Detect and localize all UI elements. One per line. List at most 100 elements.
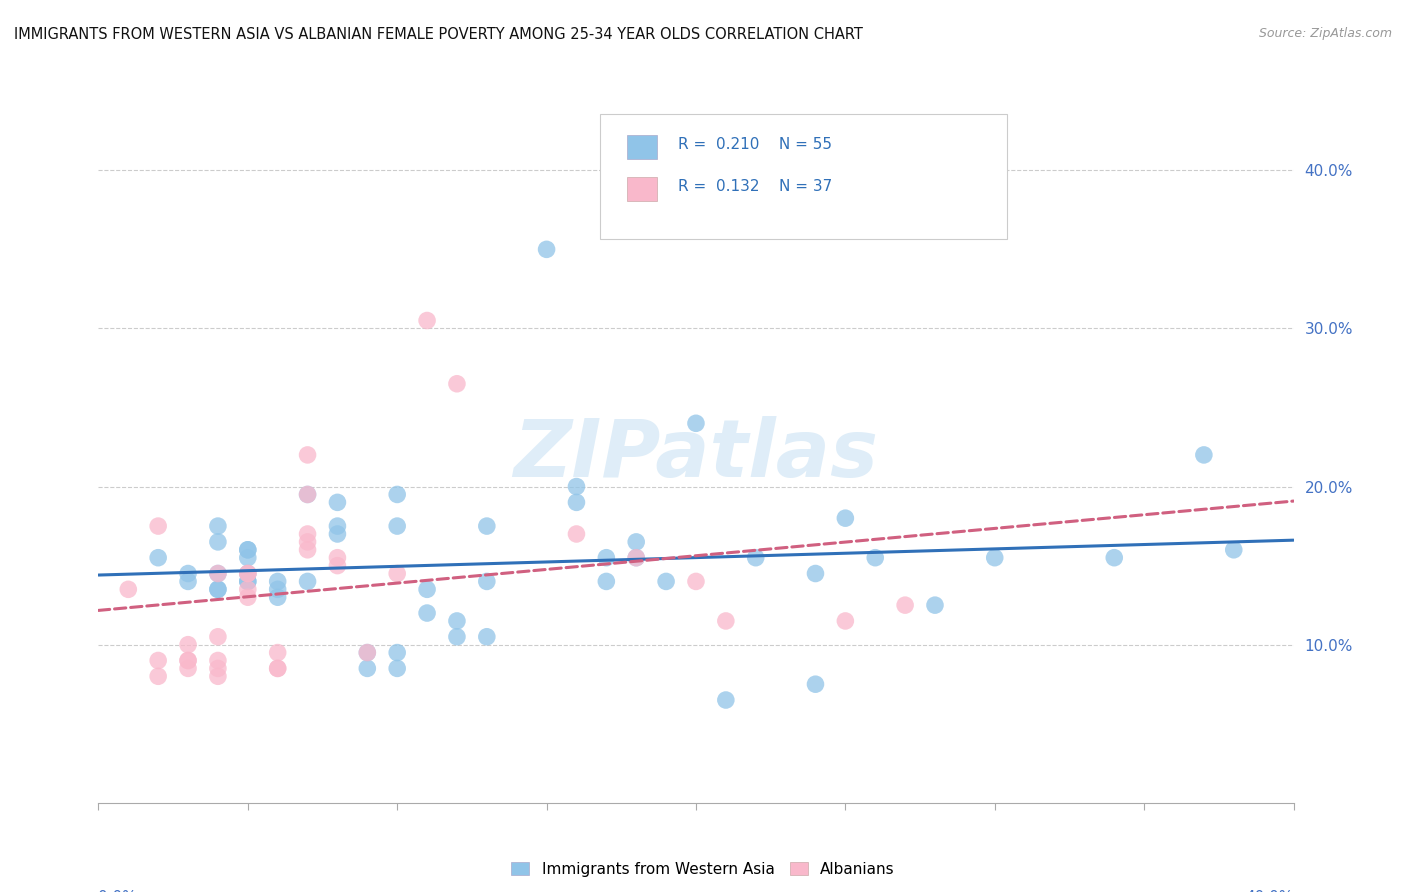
Text: R =  0.210    N = 55: R = 0.210 N = 55: [678, 137, 832, 153]
Point: [236, 591, 259, 605]
Point: [714, 614, 737, 628]
Point: [236, 582, 259, 597]
Point: [446, 376, 468, 391]
Point: [804, 677, 827, 691]
Point: [685, 574, 707, 589]
Point: [297, 487, 319, 501]
Point: [356, 661, 378, 675]
Point: [626, 534, 648, 549]
Point: [207, 669, 229, 683]
Point: [267, 661, 290, 675]
Point: [1223, 542, 1246, 557]
Point: [267, 582, 290, 597]
Point: [236, 574, 259, 589]
Point: [685, 417, 707, 431]
Text: ZIPatlas: ZIPatlas: [513, 416, 879, 494]
Point: [475, 519, 498, 533]
Point: [177, 574, 200, 589]
Point: [326, 495, 349, 509]
Point: [148, 550, 170, 565]
Point: [297, 574, 319, 589]
Point: [326, 527, 349, 541]
Point: [475, 630, 498, 644]
Point: [924, 598, 946, 612]
Point: [385, 566, 409, 581]
Point: [267, 574, 290, 589]
Point: [565, 527, 588, 541]
Point: [267, 646, 290, 660]
Point: [1192, 448, 1215, 462]
FancyBboxPatch shape: [627, 177, 657, 201]
Point: [236, 566, 259, 581]
Point: [626, 550, 648, 565]
Point: [356, 646, 378, 660]
Point: [236, 542, 259, 557]
Point: [207, 566, 229, 581]
Text: 0.0%: 0.0%: [98, 890, 138, 892]
Point: [236, 550, 259, 565]
Point: [804, 566, 827, 581]
Point: [326, 519, 349, 533]
Point: [416, 582, 439, 597]
Point: [714, 693, 737, 707]
Point: [446, 630, 468, 644]
Point: [565, 479, 588, 493]
Point: [984, 550, 1007, 565]
Point: [148, 653, 170, 667]
Point: [177, 661, 200, 675]
Point: [356, 646, 378, 660]
Point: [385, 487, 409, 501]
Point: [207, 653, 229, 667]
Point: [655, 574, 678, 589]
Point: [565, 495, 588, 509]
Point: [475, 574, 498, 589]
Text: Source: ZipAtlas.com: Source: ZipAtlas.com: [1258, 27, 1392, 40]
Point: [207, 519, 229, 533]
Point: [148, 669, 170, 683]
Point: [536, 243, 558, 257]
Point: [745, 550, 768, 565]
Point: [385, 661, 409, 675]
Point: [1104, 550, 1126, 565]
Point: [297, 527, 319, 541]
Point: [236, 574, 259, 589]
Point: [894, 598, 917, 612]
Point: [834, 614, 856, 628]
Point: [236, 566, 259, 581]
Point: [177, 653, 200, 667]
Point: [177, 566, 200, 581]
Point: [117, 582, 139, 597]
Point: [385, 646, 409, 660]
Point: [834, 511, 856, 525]
Point: [236, 566, 259, 581]
Text: IMMIGRANTS FROM WESTERN ASIA VS ALBANIAN FEMALE POVERTY AMONG 25-34 YEAR OLDS CO: IMMIGRANTS FROM WESTERN ASIA VS ALBANIAN…: [14, 27, 863, 42]
Point: [207, 630, 229, 644]
Point: [207, 661, 229, 675]
Point: [267, 591, 290, 605]
FancyBboxPatch shape: [600, 114, 1007, 239]
Point: [297, 542, 319, 557]
Point: [297, 534, 319, 549]
Point: [416, 606, 439, 620]
Point: [595, 550, 617, 565]
Legend: Immigrants from Western Asia, Albanians: Immigrants from Western Asia, Albanians: [503, 854, 903, 884]
Point: [385, 519, 409, 533]
Point: [148, 519, 170, 533]
Point: [207, 566, 229, 581]
Point: [595, 574, 617, 589]
Text: R =  0.132    N = 37: R = 0.132 N = 37: [678, 179, 832, 194]
Point: [297, 448, 319, 462]
Point: [207, 534, 229, 549]
Point: [297, 487, 319, 501]
Point: [236, 542, 259, 557]
FancyBboxPatch shape: [627, 135, 657, 159]
Point: [446, 614, 468, 628]
Text: 40.0%: 40.0%: [1246, 890, 1294, 892]
Point: [865, 550, 887, 565]
Point: [416, 313, 439, 327]
Point: [177, 653, 200, 667]
Point: [207, 582, 229, 597]
Point: [626, 550, 648, 565]
Point: [177, 638, 200, 652]
Point: [207, 582, 229, 597]
